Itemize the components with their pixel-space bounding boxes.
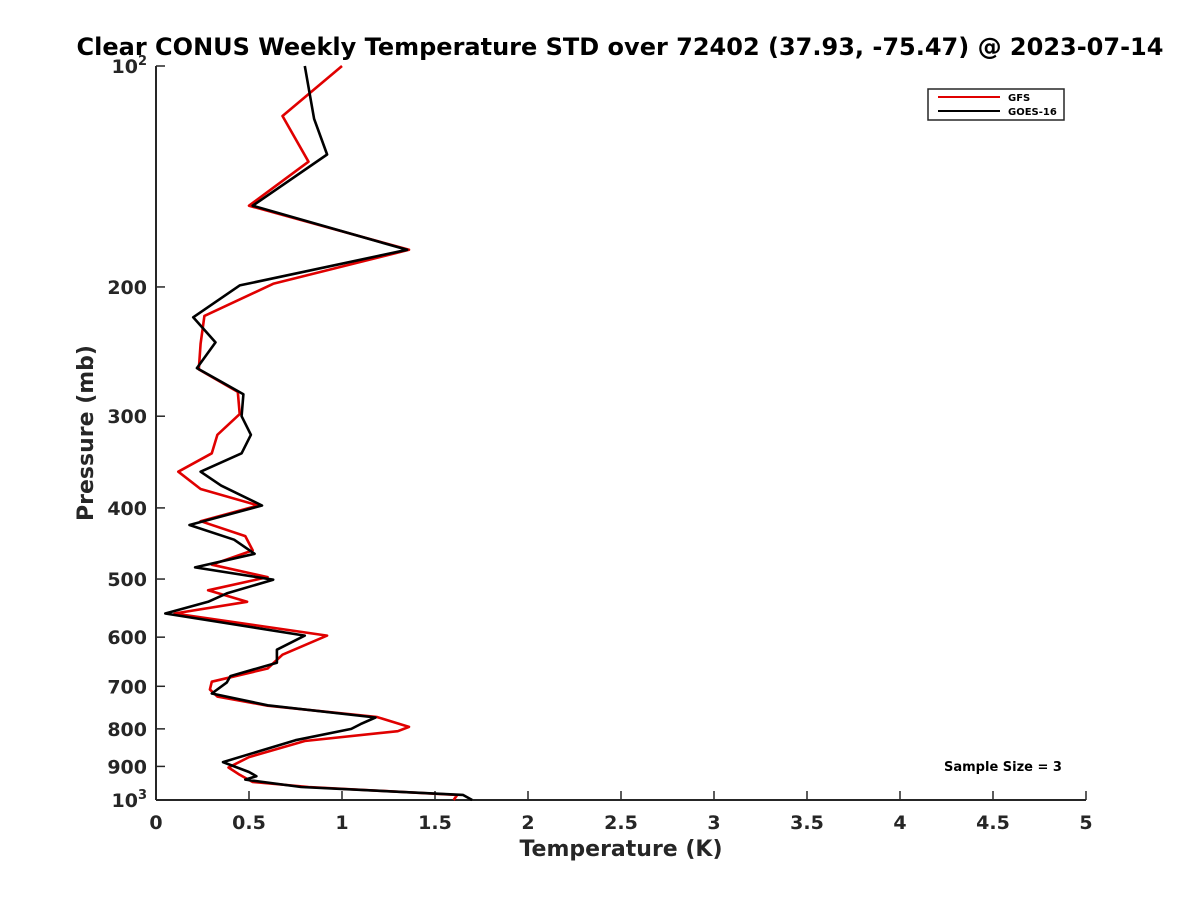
series-line-goes16 xyxy=(164,65,473,802)
x-tick-label: 4.5 xyxy=(976,812,1010,834)
y-tick-label: 300 xyxy=(107,406,147,428)
y-tick-label: 600 xyxy=(107,627,147,649)
chart-title: Clear CONUS Weekly Temperature STD over … xyxy=(77,33,1164,61)
y-tick-label: 102 xyxy=(112,54,148,78)
x-tick-label: 0 xyxy=(149,812,162,834)
x-tick-label: 3 xyxy=(707,812,720,834)
x-ticks: 0 0.5 1 1.5 2 2.5 3 3.5 4 4.5 5 xyxy=(149,791,1093,834)
y-ticks: 102 200 300 400 500 600 700 800 900 103 xyxy=(107,54,165,812)
x-axis-label: Temperature (K) xyxy=(519,837,722,862)
y-tick-label: 800 xyxy=(107,719,147,741)
x-tick-label: 5 xyxy=(1079,812,1092,834)
legend-box xyxy=(927,88,1065,121)
x-tick-label: 1 xyxy=(335,812,348,834)
y-tick-label: 200 xyxy=(107,277,147,299)
series-line-gfs xyxy=(173,65,459,801)
y-tick-label: 700 xyxy=(107,676,147,698)
x-tick-label: 2 xyxy=(521,812,534,834)
y-tick-label: 103 xyxy=(112,788,148,812)
x-tick-label: 2.5 xyxy=(604,812,638,834)
x-tick-label: 3.5 xyxy=(790,812,824,834)
y-tick-label: 900 xyxy=(107,756,147,778)
legend-label-goes16: GOES-16 xyxy=(1008,107,1057,118)
plot-area: 0 0.5 1 1.5 2 2.5 3 3.5 4 4.5 5 102 200 300 400 500 600… xyxy=(107,54,1092,834)
sample-size-annotation: Sample Size = 3 xyxy=(944,760,1062,775)
y-tick-label: 400 xyxy=(107,498,147,520)
y-axis-label: Pressure (mb) xyxy=(74,345,99,521)
legend-label-gfs: GFS xyxy=(1008,93,1030,104)
y-tick-label: 500 xyxy=(107,569,147,591)
x-tick-label: 4 xyxy=(893,812,906,834)
x-tick-label: 1.5 xyxy=(418,812,452,834)
series-lines xyxy=(164,65,473,802)
legend: GFS GOES-16 xyxy=(927,88,1065,121)
x-tick-label: 0.5 xyxy=(232,812,266,834)
